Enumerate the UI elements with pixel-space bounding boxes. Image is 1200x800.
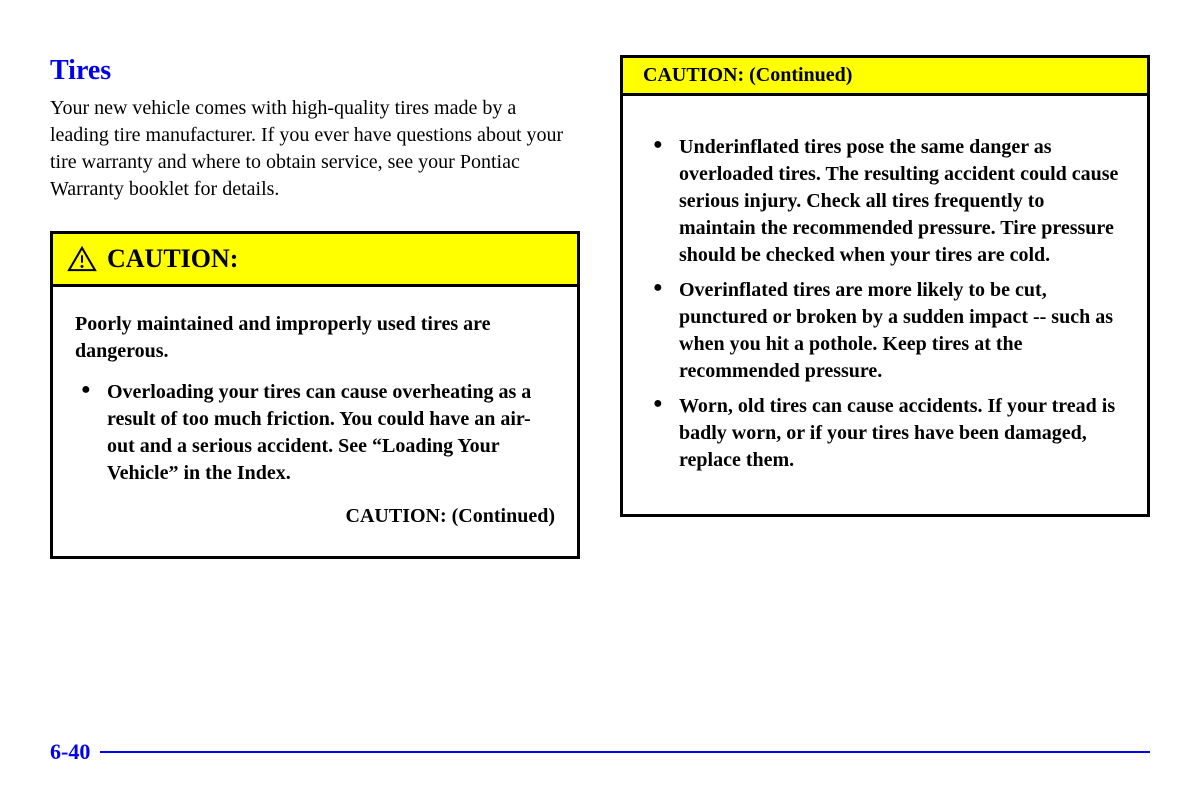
caution-lead-text: Poorly maintained and improperly used ti… [75,311,555,365]
section-title: Tires [50,55,580,87]
caution-bullet-item: Underinflated tires pose the same danger… [647,134,1123,269]
caution-body-left: Poorly maintained and improperly used ti… [53,287,577,556]
caution-bullet-item: Worn, old tires can cause accidents. If … [647,393,1123,474]
warning-triangle-icon [67,246,97,272]
caution-box-left: CAUTION: Poorly maintained and improperl… [50,231,580,559]
caution-bullet-item: Overloading your tires can cause overhea… [75,379,555,487]
left-column: Tires Your new vehicle comes with high-q… [50,55,580,559]
caution-bullet-list-right: Underinflated tires pose the same danger… [647,134,1123,474]
caution-body-right: Underinflated tires pose the same danger… [623,96,1147,514]
caution-bullet-item: Overinflated tires are more likely to be… [647,277,1123,385]
caution-continued-label: CAUTION: (Continued) [75,503,555,530]
right-column: CAUTION: (Continued) Underinflated tires… [620,55,1150,559]
two-column-layout: Tires Your new vehicle comes with high-q… [50,55,1150,559]
caution-box-right: CAUTION: (Continued) Underinflated tires… [620,55,1150,517]
caution-bullet-list: Overloading your tires can cause overhea… [75,379,555,487]
page-footer: 6-40 [50,739,1150,765]
intro-paragraph: Your new vehicle comes with high-quality… [50,95,580,203]
footer-rule [100,751,1150,753]
page-number: 6-40 [50,739,90,765]
caution-continued-header: CAUTION: (Continued) [623,58,1147,96]
caution-header: CAUTION: [53,234,577,287]
caution-title: CAUTION: [107,244,238,274]
